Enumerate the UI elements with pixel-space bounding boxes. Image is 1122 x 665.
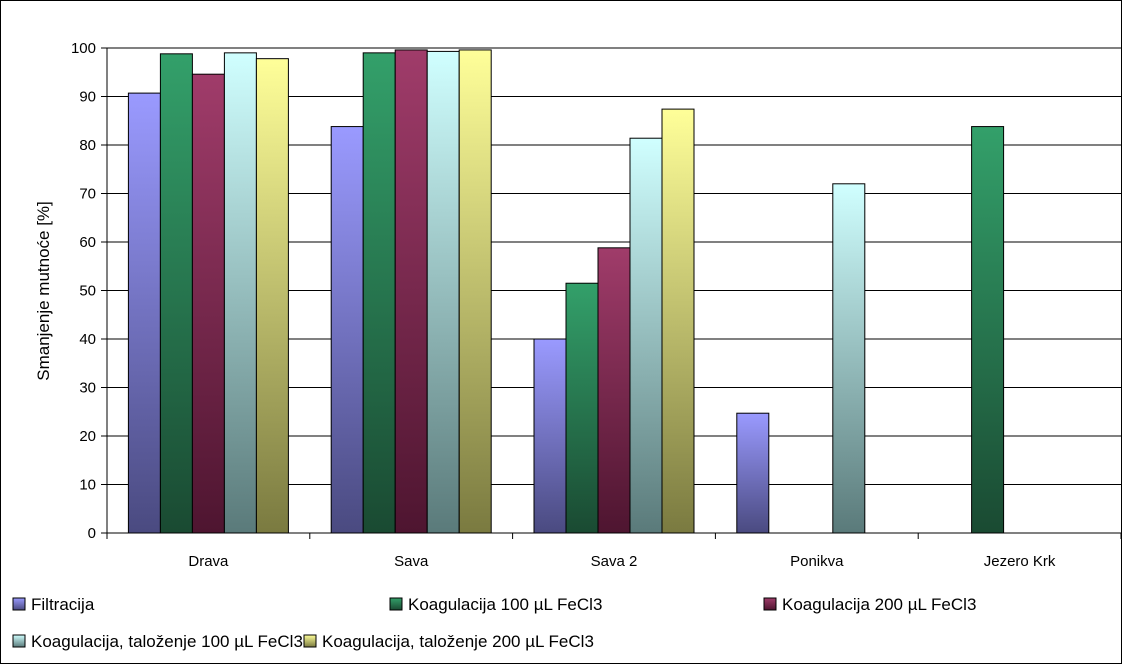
legend-label: Koagulacija 100 µL FeCl3 [408,595,602,614]
legend-label: Koagulacija, taloženje 100 µL FeCl3 [31,632,303,651]
bar-2-4 [661,108,695,534]
y-tick-label: 100 [71,40,96,57]
bar-0-2 [191,73,225,534]
y-tick-label: 90 [79,89,96,106]
x-tick-label: Ponikva [790,553,844,570]
bar-1-0 [330,126,364,534]
y-tick-label: 80 [79,137,96,154]
bars [127,49,1005,534]
legend-swatch [303,634,317,648]
y-tick-label: 70 [79,186,96,203]
bar-2-1 [565,282,599,534]
bar-1-4 [458,49,492,534]
legend-label: Koagulacija, taloženje 200 µL FeCl3 [322,632,594,651]
bar-3-3 [832,183,866,534]
x-tick-label: Drava [188,553,229,570]
bar-0-4 [255,58,289,534]
y-tick-label: 60 [79,234,96,251]
bar-1-2 [394,49,428,534]
y-tick-label: 50 [79,283,96,300]
legend-label: Koagulacija 200 µL FeCl3 [782,595,976,614]
x-tick-label: Sava [394,553,429,570]
y-tick-label: 30 [79,380,96,397]
bar-1-3 [426,50,460,534]
y-tick-label: 0 [88,525,96,542]
bar-4-1 [971,126,1005,534]
legend-swatch [12,597,26,611]
legend-swatch [389,597,403,611]
bar-1-1 [362,52,396,534]
axes: 0 10 20 30 40 50 60 70 80 90 100 Drava Sava Sava 2 Pon… [71,40,1122,570]
bar-0-3 [223,52,257,534]
bar-2-2 [597,247,631,534]
legend-label: Filtracija [31,595,95,614]
legend-swatch [763,597,777,611]
x-tick-label: Jezero Krk [984,553,1056,570]
x-tick-label: Sava 2 [591,553,638,570]
bar-0-0 [127,92,161,534]
bar-2-0 [533,338,567,534]
bar-3-0 [736,412,770,534]
legend: Filtracija Koagulacija 100 µL FeCl3 Koagul… [12,595,976,651]
y-tick-label: 40 [79,331,96,348]
y-axis-title: Smanjenje mutnoće [%] [34,201,53,381]
y-tick-label: 20 [79,428,96,445]
y-tick-label: 10 [79,477,96,494]
legend-swatch [12,634,26,648]
bar-2-3 [629,137,663,534]
bar-0-1 [159,53,193,534]
